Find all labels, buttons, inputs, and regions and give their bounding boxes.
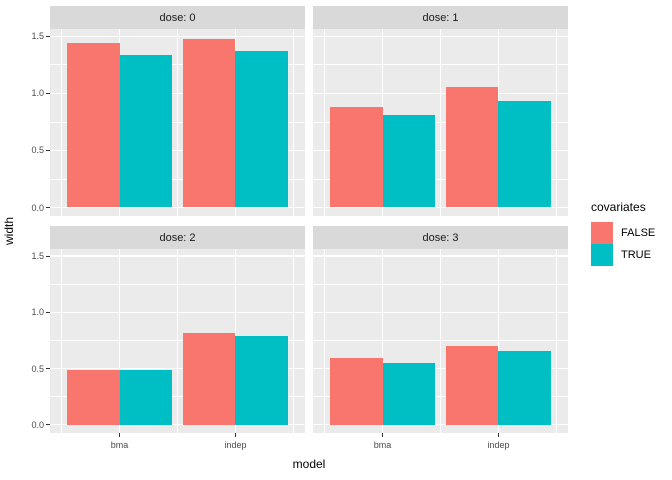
gridline-minor-v (556, 29, 557, 216)
gridline-minor-v (177, 249, 178, 433)
y-tick-label: 1.5 (31, 251, 44, 262)
legend-label-true: TRUE (621, 249, 651, 261)
y-tick-mark (46, 311, 50, 313)
x-tick-label: bma (110, 440, 129, 450)
facet-panel (50, 249, 305, 433)
gridline-major-v (497, 249, 500, 433)
gridline-major-v (118, 249, 121, 433)
y-tick-label: 0.0 (31, 419, 44, 430)
facet-strip-label: dose: 2 (159, 231, 196, 244)
facet-strip: dose: 2 (50, 226, 305, 249)
bar-bma-false (67, 369, 120, 425)
facet-strip: dose: 3 (313, 226, 568, 249)
facet-panel (313, 29, 568, 216)
bar-bma-false (330, 358, 383, 425)
y-tick-label: 0.0 (31, 202, 44, 213)
bar-indep-false (446, 346, 499, 425)
y-tick-mark (46, 35, 50, 37)
gridline-minor-v (177, 29, 178, 216)
facet-strip: dose: 1 (313, 6, 568, 29)
facet-strip-label: dose: 0 (159, 11, 196, 24)
y-tick-label: 0.5 (31, 363, 44, 374)
facet-panel (50, 29, 305, 216)
y-tick-label: 1.5 (31, 31, 44, 42)
bar-bma-false (67, 43, 120, 208)
facet-strip-label: dose: 3 (422, 231, 459, 244)
y-axis-title: width (2, 217, 16, 246)
x-tick-label: bma (373, 440, 392, 450)
bar-indep-false (183, 332, 236, 425)
legend-swatch-true (591, 244, 613, 266)
gridline-major-v (381, 249, 384, 433)
bar-indep-true (235, 51, 288, 208)
y-tick-mark (46, 207, 50, 208)
gridline-minor-v (324, 29, 325, 216)
x-tick-mark (382, 433, 384, 437)
x-tick-label: indep (224, 440, 247, 450)
gridline-minor-v (324, 249, 325, 433)
y-tick-mark (46, 424, 50, 426)
legend-swatch-false (591, 222, 613, 244)
facet-strip-label: dose: 1 (422, 11, 459, 24)
y-tick-mark (46, 255, 50, 257)
gridline-minor-v (556, 249, 557, 433)
y-tick-label: 1.0 (31, 307, 44, 318)
facet-strip: dose: 0 (50, 6, 305, 29)
bar-bma-true (382, 115, 435, 208)
legend: covariates FALSE TRUE (591, 200, 655, 266)
gridline-minor-v (61, 249, 62, 433)
bar-indep-false (446, 86, 499, 208)
bar-bma-false (330, 107, 383, 208)
bar-indep-true (498, 101, 551, 208)
bar-indep-true (498, 350, 551, 425)
gridline-minor-v (293, 249, 294, 433)
facet-panel (313, 249, 568, 433)
legend-entry-false: FALSE (591, 222, 655, 244)
x-tick-label: indep (487, 440, 510, 450)
x-axis-title: model (292, 457, 326, 471)
y-tick-mark (46, 92, 50, 94)
bar-indep-false (183, 38, 236, 208)
x-tick-mark (119, 433, 121, 437)
y-tick-mark (46, 368, 50, 369)
legend-entry-true: TRUE (591, 244, 655, 266)
gridline-minor-v (440, 249, 441, 433)
legend-title: covariates (591, 200, 646, 214)
bar-bma-true (119, 369, 172, 425)
bar-indep-true (235, 335, 288, 425)
y-tick-label: 1.0 (31, 88, 44, 99)
x-tick-mark (497, 433, 499, 437)
gridline-minor-v (293, 29, 294, 216)
y-tick-label: 0.5 (31, 145, 44, 156)
gridline-minor-v (440, 29, 441, 216)
gridline-minor-v (61, 29, 62, 216)
legend-label-false: FALSE (621, 227, 656, 239)
bar-bma-true (382, 362, 435, 425)
bar-bma-true (119, 54, 172, 208)
x-tick-mark (234, 433, 236, 437)
y-tick-mark (46, 149, 50, 151)
